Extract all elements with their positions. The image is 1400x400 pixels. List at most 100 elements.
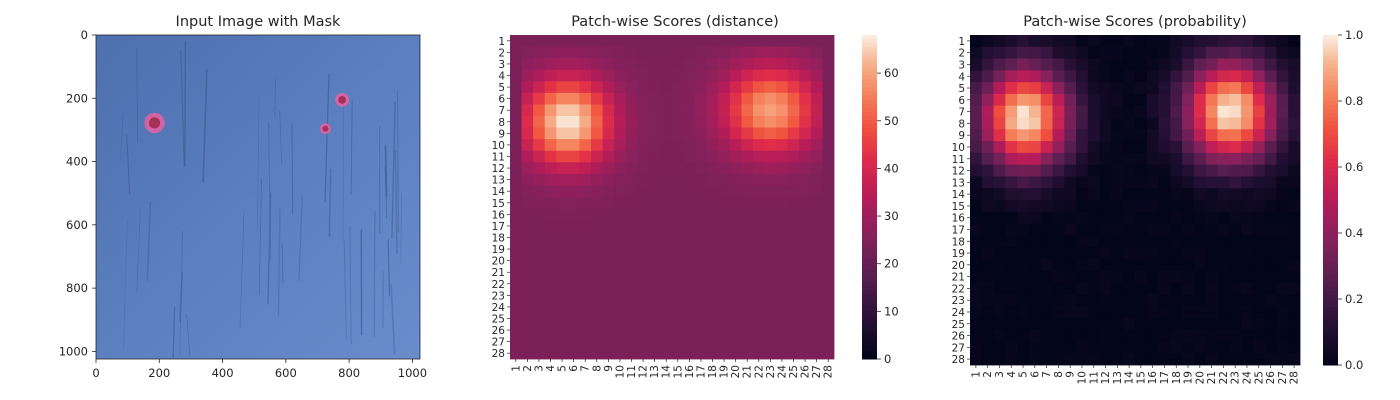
heatmap-cell <box>1087 129 1101 142</box>
heatmap-cell <box>764 116 777 128</box>
heatmap-cell <box>970 129 983 142</box>
heatmap-cell <box>993 164 1006 177</box>
heatmap-cell <box>822 312 835 325</box>
heatmap-cell <box>614 116 627 128</box>
heatmap-cell <box>753 208 765 221</box>
heatmap-cell <box>544 231 557 244</box>
heatmap-cell <box>1146 105 1159 118</box>
heatmap-cell <box>533 173 546 186</box>
heatmap-cell <box>1099 223 1112 236</box>
heatmap-cell <box>741 289 754 302</box>
heatmap-cell <box>1288 247 1301 260</box>
heatmap-cell <box>1193 164 1207 177</box>
heatmap-cell <box>591 208 603 221</box>
heatmap-cell <box>1017 258 1030 272</box>
heatmap-cell <box>764 335 777 348</box>
heatmap-cell <box>556 173 569 186</box>
heatmap-cell <box>637 278 650 290</box>
colorbar-segment <box>862 221 877 226</box>
heatmap-cell <box>706 139 719 152</box>
heatmap-cell <box>1076 141 1089 154</box>
colorbar-segment <box>862 144 877 149</box>
heatmap-cell <box>637 127 650 140</box>
heatmap-cell <box>625 58 638 71</box>
heatmap-cell <box>1170 306 1183 319</box>
col-tick-label: 19 <box>719 365 731 378</box>
colorbar-segment <box>1323 299 1338 304</box>
heatmap-cell <box>822 104 835 117</box>
heatmap-cell <box>1099 329 1112 342</box>
heatmap-cell <box>1193 317 1207 331</box>
colorbar-segment <box>1323 59 1338 65</box>
heatmap-cell <box>1241 105 1254 118</box>
heatmap-cell <box>695 69 708 82</box>
heatmap-cell <box>1264 200 1277 213</box>
heatmap-cell <box>591 173 603 186</box>
heatmap-cell <box>683 46 696 59</box>
heatmap-cell <box>579 278 592 290</box>
colorbar-segment <box>862 338 877 344</box>
heatmap-cell <box>544 162 557 175</box>
heatmap-cell <box>648 69 661 82</box>
row-tick-label: 7 <box>498 105 505 117</box>
heatmap-cell <box>787 335 800 348</box>
heatmap-cell <box>799 58 812 71</box>
heatmap-cell <box>672 231 684 244</box>
heatmap-cell <box>510 139 522 152</box>
heatmap-cell <box>1111 306 1124 319</box>
heatmap-cell <box>1087 294 1101 307</box>
heatmap-cell <box>648 173 661 186</box>
heatmap-cell <box>521 185 534 198</box>
heatmap-cell <box>544 278 557 290</box>
heatmap-cell <box>602 324 615 337</box>
heatmap-cell <box>1264 141 1277 154</box>
heatmap-cell <box>672 116 684 128</box>
colorbar-segment <box>1323 212 1338 218</box>
col-tick-label: 18 <box>707 365 719 378</box>
heatmap-cell <box>1158 223 1171 236</box>
heatmap-cell <box>683 231 696 244</box>
heatmap-cell <box>1040 93 1053 107</box>
heatmap-cell <box>776 266 789 279</box>
row-tick-label: 14 <box>952 189 966 201</box>
heatmap-cell <box>993 235 1006 248</box>
heatmap-cell <box>1135 341 1148 354</box>
heatmap-cell <box>1182 294 1195 307</box>
heatmap-cell <box>1017 58 1030 71</box>
row-tick-label: 6 <box>958 95 965 107</box>
wood-grain <box>342 93 345 241</box>
heatmap-cell <box>521 347 534 360</box>
image-frame <box>95 34 421 360</box>
heatmap-cell <box>1252 82 1266 95</box>
heatmap-cell <box>1076 270 1089 283</box>
heatmap-cell <box>1111 247 1124 260</box>
heatmap-cell <box>718 162 731 175</box>
heatmap-cell <box>1158 247 1171 260</box>
heatmap-cell <box>521 58 534 71</box>
heatmap-cell <box>764 58 777 71</box>
heatmap-cell <box>1005 93 1018 107</box>
heatmap-cell <box>1052 341 1065 354</box>
heatmap-cell <box>1241 46 1254 59</box>
heatmap-cell <box>1040 317 1053 331</box>
heatmap-cell <box>614 243 627 256</box>
heatmap-cell <box>1182 353 1195 366</box>
heatmap-cell <box>567 69 580 82</box>
heatmap-cell <box>1170 200 1183 213</box>
y-tick-label: 800 <box>66 281 88 295</box>
heatmap-cell <box>753 301 765 314</box>
heatmap-cell <box>1205 35 1218 48</box>
heatmap-cell <box>1005 70 1018 83</box>
heatmap-cell <box>695 254 708 267</box>
heatmap-cell <box>695 197 708 209</box>
heatmap-cell <box>718 301 731 314</box>
heatmap-cell <box>648 324 661 337</box>
heatmap-cell <box>753 81 765 94</box>
heatmap-cell <box>1123 46 1136 59</box>
heatmap-cell <box>567 231 580 244</box>
heatmap-cell <box>683 347 696 360</box>
heatmap-cell <box>741 278 754 290</box>
heatmap-cell <box>1076 353 1089 366</box>
heatmap-cell <box>1205 329 1218 342</box>
heatmap-cell <box>625 220 638 233</box>
